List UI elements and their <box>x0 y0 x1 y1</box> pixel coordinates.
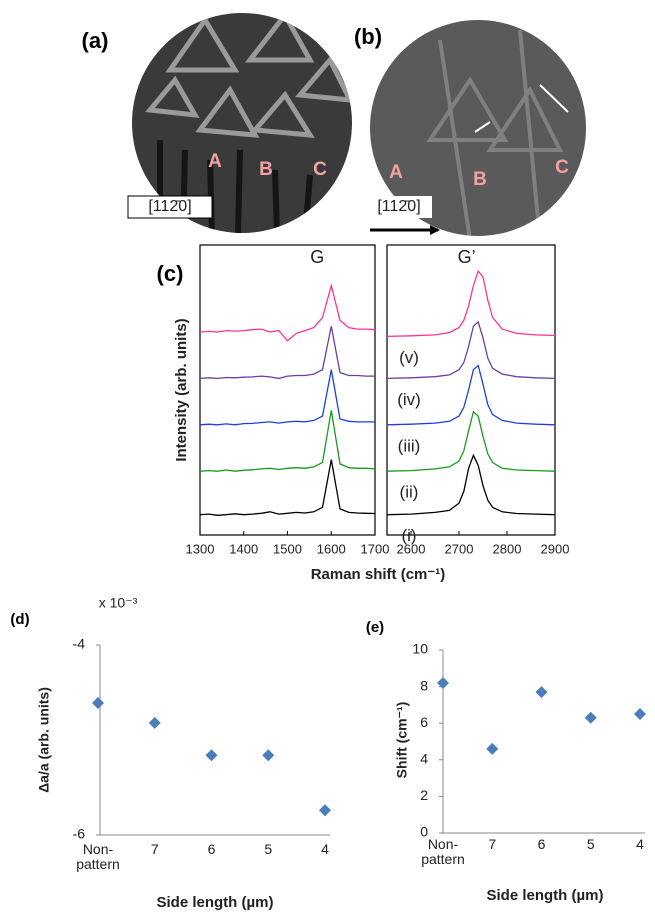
y-tick-label: 6 <box>420 714 428 730</box>
data-point <box>437 676 449 689</box>
series-label: (i) <box>401 526 416 545</box>
panel-label: (b) <box>354 24 382 49</box>
x-tick-label: 6 <box>207 841 216 857</box>
y-tick-label: 2 <box>420 787 428 803</box>
region-label: B <box>259 159 273 180</box>
data-point <box>148 716 161 729</box>
x-axis-label: Side length (µm) <box>157 894 274 911</box>
x-tick-label: 4 <box>636 836 644 852</box>
x-tick-label: Non-pattern <box>421 836 465 867</box>
x-axis-label: Raman shift (cm⁻¹) <box>311 566 446 583</box>
plot-frame <box>199 244 376 536</box>
x-tick-label: 6 <box>537 836 546 852</box>
panel-label: (e) <box>366 619 384 636</box>
x-tick-label: 4 <box>321 841 329 857</box>
panel-label: (d) <box>10 611 29 628</box>
region-label: C <box>555 157 569 178</box>
data-point <box>584 711 597 724</box>
x-tick-label: 1700 <box>361 541 390 556</box>
x-axis-label: Side length (µm) <box>487 887 604 904</box>
x-tick-label: 2700 <box>445 541 474 556</box>
x-tick-label: 1400 <box>229 541 258 556</box>
x-tick-label: 7 <box>488 836 497 852</box>
peak-label: G <box>310 247 324 267</box>
region-label: A <box>208 151 222 172</box>
x-tick-label: 5 <box>586 836 595 852</box>
x-tick-label: 1500 <box>273 541 302 556</box>
direction-label: [112̄0] <box>148 198 191 215</box>
data-point <box>634 708 646 721</box>
data-point <box>92 696 104 709</box>
series-label: (iii) <box>398 436 421 455</box>
plot-frame <box>386 244 556 536</box>
y-axis-label: Δa/a (arb. units) <box>36 687 52 793</box>
x-tick-label: 2600 <box>397 541 426 556</box>
data-point <box>262 749 275 762</box>
y-tick-label: 0 <box>420 824 428 840</box>
spectrum-line <box>386 269 556 338</box>
direction-label: [112̄0] <box>377 198 420 215</box>
y-tick-label: 8 <box>420 677 428 693</box>
x-tick-label: 1300 <box>186 541 215 556</box>
data-point <box>319 804 331 817</box>
spectrum-line <box>386 453 556 516</box>
y-tick-label: 10 <box>412 641 428 657</box>
x-tick-label: 2900 <box>541 541 570 556</box>
spectrum-line <box>386 410 556 472</box>
peak-label: G’ <box>458 247 476 267</box>
region-label: A <box>389 162 403 183</box>
region-label: B <box>473 169 487 190</box>
series-label: (ii) <box>400 483 419 502</box>
spectrum-line <box>386 364 556 426</box>
x-tick-label: Non-pattern <box>76 841 120 872</box>
data-point <box>535 686 548 699</box>
panel-label: (c) <box>157 261 184 286</box>
spectrum-line <box>199 326 375 380</box>
data-point <box>205 749 218 762</box>
axis-multiplier: x 10⁻³ <box>99 595 138 611</box>
spectrum-line <box>199 459 376 516</box>
x-tick-label: 7 <box>150 841 159 857</box>
y-tick-label: 4 <box>420 751 428 767</box>
data-point <box>486 742 499 755</box>
y-axis-label: Intensity (arb. units) <box>173 318 190 461</box>
region-label: C <box>313 159 327 180</box>
y-tick-label: -6 <box>73 826 86 842</box>
panel-label: (a) <box>82 28 109 53</box>
spectrum-line <box>199 369 375 426</box>
series-label: (iv) <box>397 390 421 409</box>
x-tick-label: 1600 <box>317 541 346 556</box>
y-axis-label: Shift (cm⁻¹) <box>394 702 410 779</box>
y-tick-label: -4 <box>73 636 86 652</box>
x-tick-label: 5 <box>264 841 273 857</box>
series-label: (v) <box>399 348 419 367</box>
spectrum-line <box>386 320 556 380</box>
x-tick-label: 2800 <box>493 541 522 556</box>
spectrum-line <box>199 410 376 472</box>
spectrum-line <box>199 283 376 342</box>
